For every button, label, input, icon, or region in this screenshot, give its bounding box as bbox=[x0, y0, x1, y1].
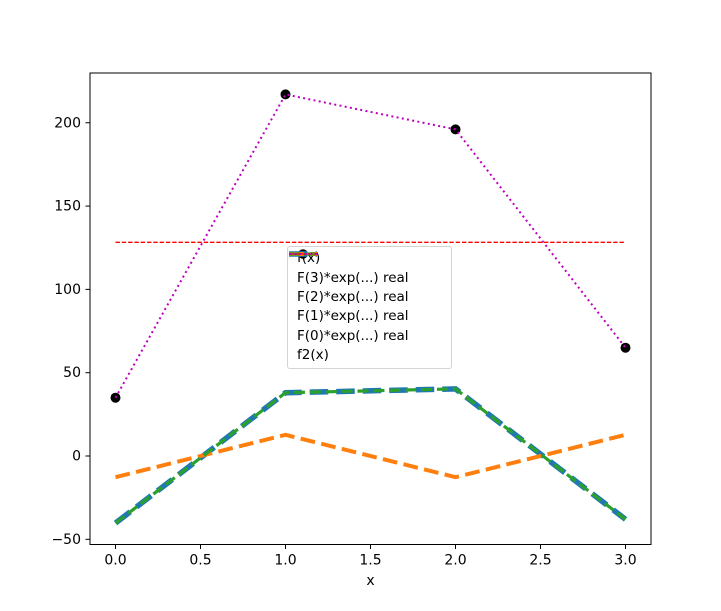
y-tick-label: 200 bbox=[54, 115, 81, 131]
y-tick-label: −50 bbox=[51, 532, 81, 548]
x-tick-label: 0.0 bbox=[104, 553, 126, 569]
legend-swatch-F0-line-icon bbox=[289, 253, 317, 255]
legend-label-F3: F(3)*exp(...) real bbox=[297, 269, 409, 286]
legend-box: f(x) F(3)*exp(...) real F(2)*exp(...) re… bbox=[287, 246, 452, 369]
x-tick-label: 3.0 bbox=[614, 553, 636, 569]
x-tick-label: 0.5 bbox=[189, 553, 211, 569]
legend-label-F0: F(0)*exp(...) real bbox=[297, 327, 409, 344]
f-points-marker bbox=[620, 342, 631, 353]
legend-item-f: f(x) bbox=[297, 249, 447, 268]
x-tick-label: 2.0 bbox=[444, 553, 466, 569]
legend-label-f2: f2(x) bbox=[297, 347, 329, 364]
legend-swatch-f2-line-icon bbox=[289, 253, 317, 255]
f-points-marker bbox=[280, 89, 291, 100]
y-tick-label: 150 bbox=[54, 199, 81, 215]
x-tick-label: 1.5 bbox=[359, 553, 381, 569]
y-tick-label: 50 bbox=[63, 365, 81, 381]
legend-label-F2: F(2)*exp(...) real bbox=[297, 289, 409, 306]
legend-item-F0: F(0)*exp(...) real bbox=[289, 253, 447, 346]
legend-swatch-F1-line-icon bbox=[289, 252, 317, 256]
x-axis-label: x bbox=[366, 573, 374, 589]
y-tick-label: 0 bbox=[72, 449, 81, 465]
F2-line bbox=[115, 432, 626, 480]
x-tick-label: 2.5 bbox=[529, 553, 551, 569]
legend-item-F2: F(2)*exp(...) real bbox=[289, 252, 447, 307]
x-tick-label: 1.0 bbox=[274, 553, 296, 569]
legend-item-f2: f2(x) bbox=[289, 253, 447, 366]
legend-item-F1: F(1)*exp(...) real bbox=[289, 252, 447, 327]
legend-item-F3: F(3)*exp(...) real bbox=[289, 251, 447, 288]
y-tick-label: 100 bbox=[54, 282, 81, 298]
legend-label-F1: F(1)*exp(...) real bbox=[297, 308, 409, 325]
